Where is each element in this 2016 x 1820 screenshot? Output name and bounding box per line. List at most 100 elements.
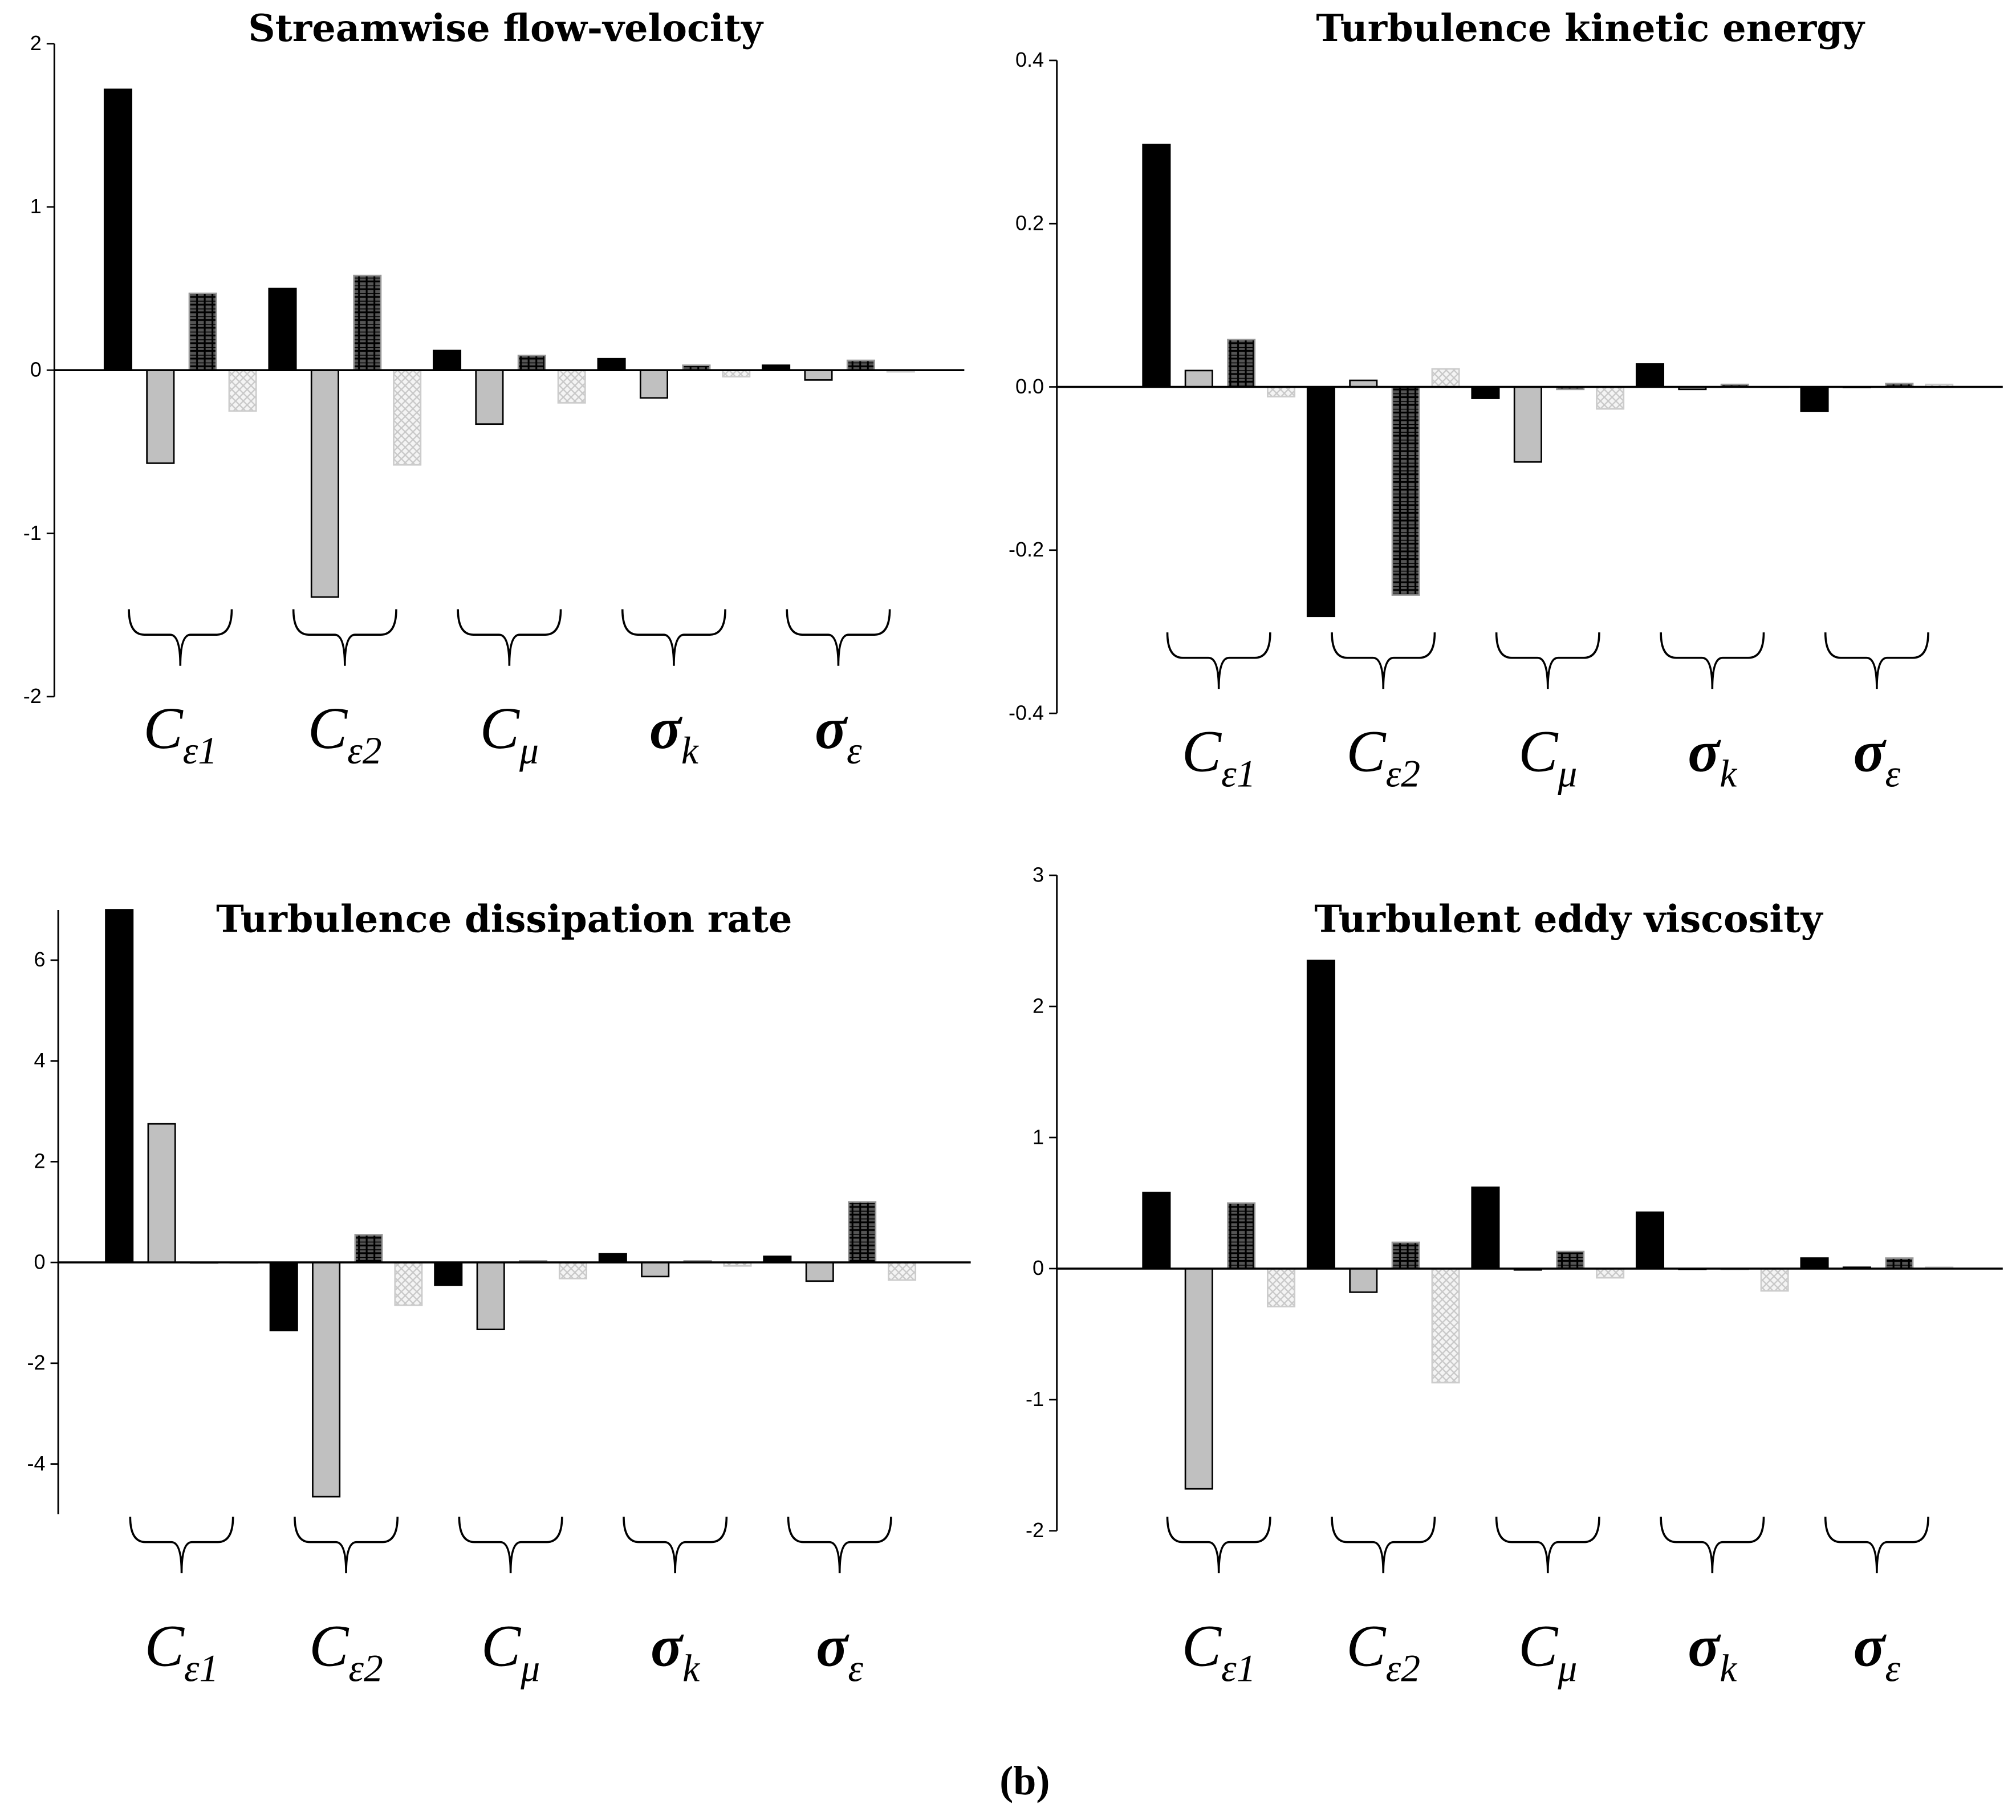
bar-black-1 bbox=[105, 909, 134, 1264]
bar-light-pattern-5 bbox=[888, 1261, 917, 1281]
group-brace bbox=[621, 609, 726, 666]
category-label: σε bbox=[816, 1614, 863, 1689]
bar-dark-pattern-1 bbox=[1227, 1202, 1256, 1270]
bar-gray-1 bbox=[1184, 369, 1213, 388]
bar-dark-pattern-2 bbox=[1391, 386, 1420, 596]
bar-dark-pattern-5 bbox=[846, 359, 875, 371]
category-label: Cε2 bbox=[1346, 720, 1420, 795]
category-label: σε bbox=[1854, 720, 1901, 795]
figure-caption: (b) bbox=[999, 1758, 1050, 1803]
bar-black-4 bbox=[597, 358, 626, 371]
bar-gray-1 bbox=[146, 369, 175, 464]
bar-dark-pattern-3 bbox=[1556, 1250, 1585, 1270]
group-brace bbox=[1166, 632, 1271, 689]
chart-panel-3: Turbulence dissipation rate 6 4 2 0 -2 -4 Cε1 Cε… bbox=[27, 897, 971, 1690]
y-tick-label: -4 bbox=[27, 1452, 46, 1475]
category-label: Cε2 bbox=[309, 1614, 383, 1689]
group-brace bbox=[294, 1516, 399, 1574]
category-label: Cε1 bbox=[145, 1614, 219, 1689]
bar-light-pattern-2 bbox=[394, 1261, 423, 1306]
bar-light-pattern-3 bbox=[1596, 386, 1625, 410]
bar-light-pattern-3 bbox=[558, 1261, 587, 1279]
y-tick-label: 3 bbox=[1033, 863, 1044, 886]
group-brace bbox=[292, 609, 397, 666]
y-tick-label: -1 bbox=[23, 521, 42, 545]
group-brace bbox=[1660, 632, 1765, 689]
bar-light-pattern-3 bbox=[557, 369, 586, 404]
bar-dark-pattern-1 bbox=[1227, 339, 1256, 388]
bar-light-pattern-1 bbox=[228, 369, 257, 412]
chart-title: Turbulence dissipation rate bbox=[216, 897, 792, 941]
bar-black-3 bbox=[1471, 386, 1500, 399]
bar-black-4 bbox=[598, 1253, 627, 1264]
y-tick-label: 6 bbox=[34, 948, 46, 971]
bar-gray-4 bbox=[639, 369, 668, 399]
bar-light-pattern-2 bbox=[393, 369, 422, 466]
y-tick-label: 4 bbox=[34, 1049, 46, 1072]
y-tick-label: -2 bbox=[1026, 1518, 1044, 1542]
group-brace bbox=[787, 1516, 892, 1574]
bar-black-1 bbox=[1142, 1192, 1171, 1270]
bar-light-pattern-1 bbox=[1267, 1268, 1296, 1307]
bar-dark-pattern-2 bbox=[354, 1234, 383, 1264]
chart-panel-2: Turbulence kinetic energy 0.4 0.2 0.0 -0.2 -0… bbox=[1009, 7, 2003, 795]
category-label: Cε1 bbox=[1182, 720, 1256, 795]
bar-black-3 bbox=[434, 1261, 463, 1286]
y-tick-label: 0 bbox=[30, 358, 42, 381]
chart-panel-1: Streamwise flow-velocity 2 1 0 -1 -2 Cε1 Cε2 Cμ σ… bbox=[23, 7, 965, 772]
bar-black-4 bbox=[1635, 1211, 1665, 1270]
bar-dark-pattern-3 bbox=[517, 355, 546, 371]
bar-gray-3 bbox=[476, 1261, 505, 1330]
group-brace bbox=[1495, 1516, 1600, 1574]
y-tick-label: 0.0 bbox=[1015, 375, 1044, 398]
group-brace bbox=[457, 609, 562, 666]
y-tick-label: 0 bbox=[34, 1250, 46, 1273]
y-tick-label: -0.4 bbox=[1009, 701, 1044, 724]
group-brace bbox=[623, 1516, 728, 1574]
y-tick-label: 0.4 bbox=[1015, 48, 1044, 71]
bar-dark-pattern-5 bbox=[1885, 1257, 1914, 1270]
bar-gray-5 bbox=[805, 1261, 834, 1282]
group-brace bbox=[1824, 1516, 1929, 1574]
bar-black-2 bbox=[269, 1261, 298, 1331]
bar-gray-1 bbox=[147, 1123, 176, 1264]
chart-title: Streamwise flow-velocity bbox=[248, 7, 763, 50]
y-tick-label: 0 bbox=[1033, 1256, 1044, 1279]
bar-dark-pattern-2 bbox=[1391, 1241, 1420, 1270]
bar-black-5 bbox=[1800, 1257, 1829, 1270]
y-tick-label: 1 bbox=[1033, 1125, 1044, 1148]
bar-gray-2 bbox=[312, 1261, 341, 1498]
category-label: σε bbox=[1854, 1614, 1901, 1689]
bar-black-3 bbox=[433, 350, 462, 371]
group-brace bbox=[1166, 1516, 1271, 1574]
y-tick-label: -2 bbox=[23, 684, 42, 708]
bar-black-1 bbox=[103, 88, 132, 371]
category-label: Cε1 bbox=[1182, 1614, 1256, 1689]
category-label: Cε2 bbox=[1346, 1614, 1420, 1689]
group-brace bbox=[458, 1516, 563, 1574]
bar-light-pattern-2 bbox=[1431, 368, 1460, 388]
bar-gray-2 bbox=[1349, 1268, 1378, 1293]
category-label: Cμ bbox=[480, 696, 539, 772]
category-label: Cμ bbox=[481, 1614, 540, 1689]
group-brace bbox=[1824, 632, 1929, 689]
y-tick-label: -0.2 bbox=[1009, 538, 1044, 561]
group-brace bbox=[129, 1516, 234, 1574]
group-brace bbox=[786, 609, 891, 666]
y-tick-label: 2 bbox=[34, 1149, 46, 1173]
chart-panel-4: Turbulent eddy viscosity 3 2 1 0 -1 -2 Cε1 Cε2 Cμ… bbox=[1026, 863, 2003, 1690]
category-label: Cε2 bbox=[308, 696, 382, 772]
category-label: Cμ bbox=[1518, 720, 1577, 795]
bar-black-2 bbox=[268, 287, 297, 371]
category-label: Cμ bbox=[1518, 1614, 1577, 1689]
category-label: σk bbox=[649, 696, 699, 772]
category-label: σε bbox=[815, 696, 862, 772]
bar-light-pattern-3 bbox=[1596, 1268, 1625, 1279]
y-tick-label: 1 bbox=[30, 194, 42, 218]
y-tick-label: 0.2 bbox=[1015, 212, 1044, 235]
group-brace bbox=[1331, 1516, 1436, 1574]
category-label: σk bbox=[1688, 720, 1737, 795]
bar-dark-pattern-1 bbox=[188, 292, 217, 371]
bar-black-2 bbox=[1306, 960, 1335, 1270]
